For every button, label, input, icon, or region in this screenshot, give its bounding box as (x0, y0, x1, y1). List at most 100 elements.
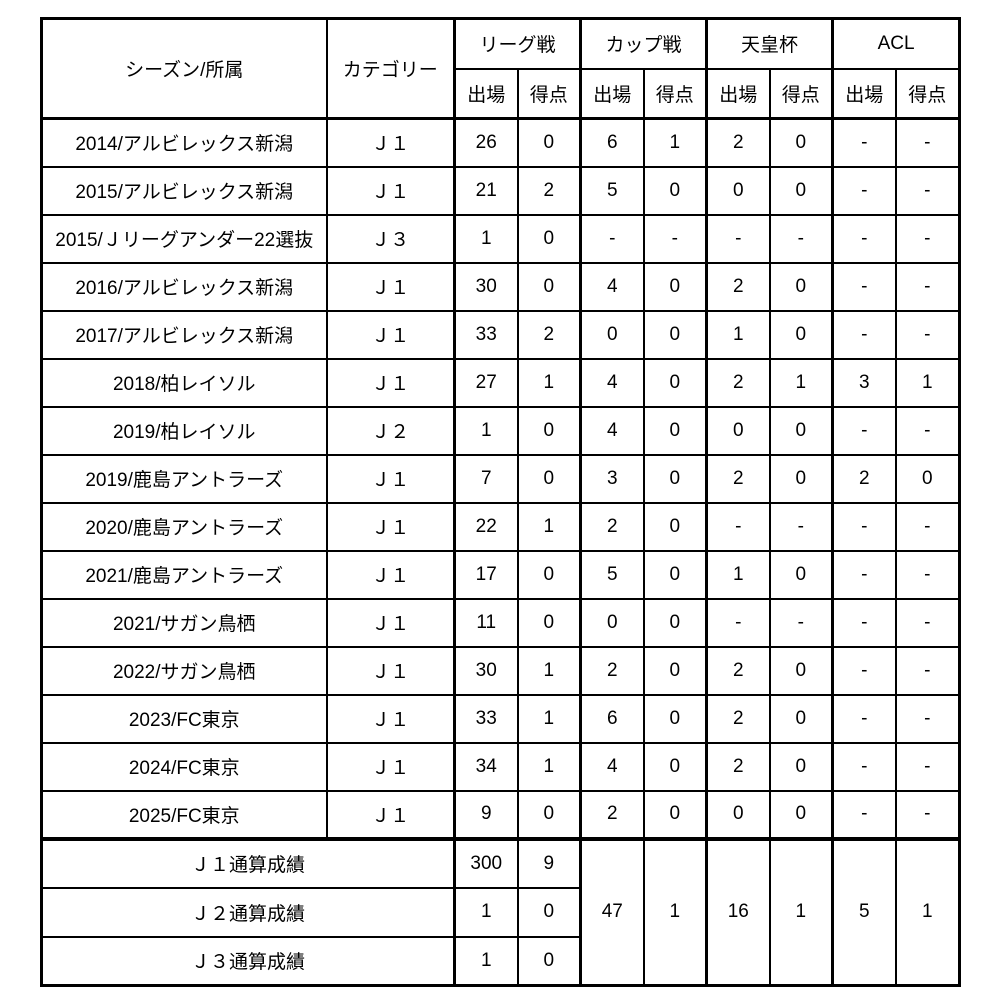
season-row: 2021/サガン鳥栖 Ｊ１ 11 0 0 0 - - - - (40, 597, 961, 648)
acl-appearances-cell: - (831, 213, 897, 264)
acl-goals-cell: - (894, 645, 961, 696)
emperors-cup-goals-cell: 0 (768, 645, 834, 696)
league-appearances-cell: 30 (453, 261, 519, 312)
acl-appearances-cell: - (831, 309, 897, 360)
emperors-cup-appearances-cell: 0 (705, 789, 771, 840)
acl-appearances-cell: - (831, 405, 897, 456)
header-group-acl: ACL (831, 17, 961, 70)
grand-total-cup-goals: 1 (642, 836, 708, 987)
season-row: 2017/アルビレックス新潟 Ｊ１ 33 2 0 0 1 0 - - (40, 309, 961, 360)
emperors-cup-appearances-cell: 1 (705, 309, 771, 360)
category-cell: Ｊ１ (325, 357, 456, 408)
season-row: 2015/アルビレックス新潟 Ｊ１ 21 2 5 0 0 0 - - (40, 165, 961, 216)
emperors-cup-appearances-cell: 2 (705, 645, 771, 696)
league-goals-cell: 1 (516, 693, 582, 744)
header-group-emperors-cup: 天皇杯 (705, 17, 834, 70)
acl-goals-cell: 1 (894, 357, 961, 408)
league-goals-cell: 1 (516, 357, 582, 408)
season-cell: 2015/Ｊリーグアンダー22選抜 (40, 213, 328, 264)
acl-appearances-cell: - (831, 597, 897, 648)
league-appearances-cell: 30 (453, 645, 519, 696)
season-cell: 2020/鹿島アントラーズ (40, 501, 328, 552)
emperors-cup-goals-cell: - (768, 501, 834, 552)
league-goals-cell: 0 (516, 261, 582, 312)
emperors-cup-appearances-cell: 0 (705, 405, 771, 456)
league-appearances-cell: 33 (453, 693, 519, 744)
header-league-appearances: 出場 (453, 67, 519, 120)
emperors-cup-goals-cell: - (768, 213, 834, 264)
category-cell: Ｊ１ (325, 645, 456, 696)
grand-total-emperors-cup-goals: 1 (768, 836, 834, 987)
league-goals-cell: 0 (516, 549, 582, 600)
category-cell: Ｊ１ (325, 453, 456, 504)
cup-appearances-cell: 2 (579, 501, 645, 552)
cup-appearances-cell: - (579, 213, 645, 264)
category-cell: Ｊ１ (325, 693, 456, 744)
cup-goals-cell: 0 (642, 261, 708, 312)
category-cell: Ｊ１ (325, 501, 456, 552)
cup-appearances-cell: 4 (579, 261, 645, 312)
league-goals-cell: 0 (516, 789, 582, 840)
cup-appearances-cell: 3 (579, 453, 645, 504)
acl-goals-cell: - (894, 789, 961, 840)
total-row-j2: Ｊ２通算成績 1 0 (40, 886, 960, 938)
header-emperors-cup-appearances: 出場 (705, 67, 771, 120)
emperors-cup-appearances-cell: - (705, 501, 771, 552)
season-row: 2019/鹿島アントラーズ Ｊ１ 7 0 3 0 2 0 2 0 (40, 453, 961, 504)
season-cell: 2018/柏レイソル (40, 357, 328, 408)
header-sub-row: 出場 得点 出場 得点 出場 得点 出場 得点 (42, 67, 961, 120)
cup-goals-cell: 0 (642, 501, 708, 552)
acl-goals-cell: - (894, 597, 961, 648)
cup-appearances-cell: 0 (579, 309, 645, 360)
season-row: 2015/Ｊリーグアンダー22選抜 Ｊ３ 1 0 - - - - - - (40, 213, 961, 264)
league-appearances-cell: 21 (453, 165, 519, 216)
table-header: シーズン/所属 カテゴリー リーグ戦 カップ戦 天皇杯 ACL 出場 得点 出場… (40, 17, 961, 120)
league-goals-cell: 0 (516, 213, 582, 264)
league-goals-cell: 0 (516, 597, 582, 648)
career-stats-table: シーズン/所属 カテゴリー リーグ戦 カップ戦 天皇杯 ACL 出場 得点 出場… (40, 17, 962, 987)
acl-goals-cell: - (894, 501, 961, 552)
cup-appearances-cell: 2 (579, 789, 645, 840)
league-goals-cell: 1 (516, 645, 582, 696)
cup-goals-cell: - (642, 213, 708, 264)
acl-goals-cell: - (894, 117, 961, 168)
total-j2-goals: 0 (516, 886, 582, 938)
acl-appearances-cell: 3 (831, 357, 897, 408)
cup-appearances-cell: 2 (579, 645, 645, 696)
season-cell: 2024/FC東京 (40, 741, 328, 792)
league-goals-cell: 1 (516, 741, 582, 792)
season-cell: 2016/アルビレックス新潟 (40, 261, 328, 312)
header-group-league: リーグ戦 (452, 17, 582, 70)
season-row: 2022/サガン鳥栖 Ｊ１ 30 1 2 0 2 0 - - (40, 645, 961, 696)
emperors-cup-goals-cell: - (768, 597, 834, 648)
league-appearances-cell: 1 (453, 405, 519, 456)
season-cell: 2023/FC東京 (40, 693, 328, 744)
league-appearances-cell: 11 (453, 597, 519, 648)
cup-appearances-cell: 6 (579, 693, 645, 744)
cup-goals-cell: 0 (642, 645, 708, 696)
league-appearances-cell: 26 (453, 117, 519, 168)
season-row: 2019/柏レイソル Ｊ２ 1 0 4 0 0 0 - - (40, 405, 961, 456)
season-row: 2021/鹿島アントラーズ Ｊ１ 17 0 5 0 1 0 - - (40, 549, 961, 600)
category-cell: Ｊ１ (325, 117, 456, 168)
header-league-goals: 得点 (516, 67, 582, 120)
emperors-cup-appearances-cell: - (705, 213, 771, 264)
emperors-cup-goals-cell: 0 (768, 741, 834, 792)
acl-goals-cell: - (894, 405, 961, 456)
acl-appearances-cell: - (831, 261, 897, 312)
total-j1-goals: 9 (516, 836, 582, 889)
total-label-j2: Ｊ２通算成績 (40, 886, 456, 938)
cup-appearances-cell: 6 (579, 117, 645, 168)
cup-goals-cell: 0 (642, 549, 708, 600)
acl-goals-cell: 0 (894, 453, 961, 504)
cup-appearances-cell: 4 (579, 405, 645, 456)
grand-total-acl-appearances: 5 (831, 836, 897, 987)
season-cell: 2019/柏レイソル (40, 405, 328, 456)
emperors-cup-goals-cell: 0 (768, 693, 834, 744)
header-group-cup: カップ戦 (579, 17, 708, 70)
category-cell: Ｊ１ (325, 309, 456, 360)
league-goals-cell: 2 (516, 309, 582, 360)
emperors-cup-goals-cell: 0 (768, 309, 834, 360)
acl-goals-cell: - (894, 549, 961, 600)
emperors-cup-appearances-cell: 2 (705, 261, 771, 312)
